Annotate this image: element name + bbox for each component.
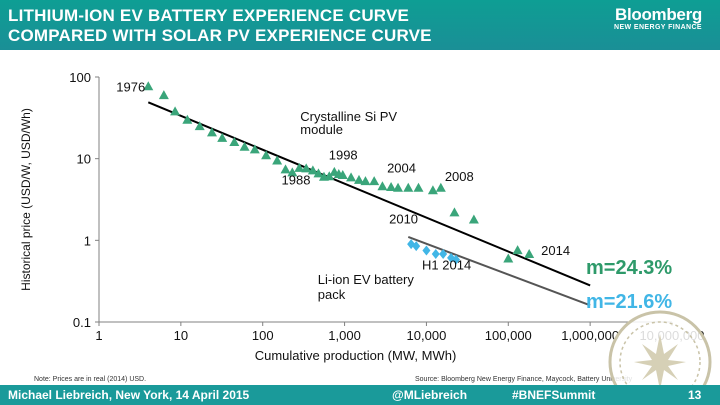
footer-page-number: 13 bbox=[688, 388, 702, 402]
fit-line bbox=[407, 236, 591, 307]
x-tick-label: 100,000 bbox=[485, 328, 532, 343]
battery-pack-point bbox=[439, 249, 448, 260]
annotation-label: 2014 bbox=[541, 243, 570, 258]
pv-module-point bbox=[353, 174, 364, 184]
pv-module-point bbox=[217, 132, 228, 142]
brand-subtitle: NEW ENERGY FINANCE bbox=[614, 24, 702, 31]
pv-module-point bbox=[272, 155, 283, 165]
pv-module-point bbox=[393, 182, 404, 192]
y-axis-label: Historical price (USD/W, USD/Wh) bbox=[19, 108, 33, 291]
watermark-seal bbox=[598, 300, 720, 405]
pv-module-point bbox=[307, 165, 318, 175]
footer-presenter: Michael Liebreich, New York, 14 April 20… bbox=[8, 388, 250, 402]
x-tick-label: 1,000,000 bbox=[561, 328, 619, 343]
pv-module-point bbox=[287, 167, 298, 177]
pv-module-point bbox=[239, 141, 250, 151]
pv-module-point bbox=[301, 163, 312, 173]
pv-module-point bbox=[143, 81, 154, 91]
data-points bbox=[143, 81, 535, 265]
title-bar: LITHIUM-ION EV BATTERY EXPERIENCE CURVE … bbox=[0, 0, 720, 50]
annotation-label: 2008 bbox=[445, 169, 474, 184]
pv-module-point bbox=[503, 253, 514, 263]
pv-module-point bbox=[294, 162, 305, 172]
pv-module-point bbox=[435, 182, 446, 192]
annotation-label: 2004 bbox=[387, 160, 416, 175]
pv-module-point bbox=[369, 176, 380, 186]
pv-module-point bbox=[249, 144, 260, 154]
pv-module-point bbox=[313, 168, 324, 178]
brand-logo: Bloomberg NEW ENERGY FINANCE bbox=[614, 6, 702, 31]
battery-pack-point bbox=[412, 241, 421, 252]
pv-module-point bbox=[427, 185, 438, 195]
battery-pack-point bbox=[452, 254, 461, 265]
pv-module-point bbox=[194, 121, 205, 131]
annotation-label: module bbox=[300, 122, 343, 137]
pv-module-point bbox=[261, 150, 272, 160]
pv-module-point bbox=[346, 172, 357, 182]
annotation-label: 1976 bbox=[116, 79, 145, 94]
pv-module-point bbox=[377, 181, 388, 191]
x-tick-label: 10 bbox=[174, 328, 188, 343]
annotation-label: H1 2014 bbox=[422, 257, 471, 272]
y-tick-label: 10 bbox=[77, 152, 91, 167]
battery-pack-point bbox=[431, 249, 440, 260]
pv-module-point bbox=[280, 164, 291, 174]
x-tick-label: 1 bbox=[95, 328, 102, 343]
title-line-1: LITHIUM-ION EV BATTERY EXPERIENCE CURVE bbox=[8, 6, 410, 25]
note-source: Source: Bloomberg New Energy Finance, Ma… bbox=[415, 376, 633, 383]
annotation-label: 1988 bbox=[282, 172, 311, 187]
pv-module-point bbox=[360, 176, 371, 186]
pv-module-point bbox=[337, 170, 348, 180]
x-axis-label: Cumulative production (MW, MWh) bbox=[255, 348, 457, 363]
pv-module-point bbox=[170, 106, 181, 116]
annotation-label: 1998 bbox=[329, 147, 358, 162]
pv-module-point bbox=[324, 171, 335, 181]
footer-handle: @MLiebreich bbox=[392, 388, 468, 402]
x-tick-label: 1,000 bbox=[328, 328, 361, 343]
pv-module-point bbox=[229, 136, 240, 146]
footer-hashtag: #BNEFSummit bbox=[512, 388, 596, 402]
title-line-2: COMPARED WITH SOLAR PV EXPERIENCE CURVE bbox=[8, 26, 432, 45]
pv-module-point bbox=[449, 207, 460, 217]
annotation-label: Li-ion EV battery bbox=[318, 272, 415, 287]
brand-name: Bloomberg bbox=[614, 5, 702, 24]
y-tick-label: 1 bbox=[84, 233, 91, 248]
annotation-label: pack bbox=[318, 287, 346, 302]
pv-module-point bbox=[512, 245, 523, 255]
pv-module-point bbox=[524, 249, 535, 259]
fit-line bbox=[147, 101, 591, 287]
pv-module-point bbox=[386, 181, 397, 191]
y-tick-label: 0.1 bbox=[73, 315, 91, 330]
x-tick-label: 100 bbox=[252, 328, 274, 343]
note-prices: Note: Prices are in real (2014) USD. bbox=[34, 376, 147, 383]
y-tick-label: 100 bbox=[69, 70, 91, 85]
pv-module-point bbox=[403, 182, 414, 192]
pv-module-point bbox=[206, 127, 217, 137]
pv-module-point bbox=[158, 90, 169, 100]
fit-lines bbox=[147, 101, 591, 307]
x-tick-label: 10,000 bbox=[407, 328, 447, 343]
annotation-label: 2010 bbox=[389, 212, 418, 227]
learning-rate-label: m=21.6% bbox=[586, 291, 672, 313]
pv-module-point bbox=[413, 182, 424, 192]
learning-rate-label: m=24.3% bbox=[586, 257, 672, 279]
battery-pack-point bbox=[422, 245, 431, 256]
pv-module-point bbox=[182, 114, 193, 124]
footer-bar: Michael Liebreich, New York, 14 April 20… bbox=[0, 385, 720, 405]
pv-module-point bbox=[468, 214, 479, 224]
annotation-label: Crystalline Si PV bbox=[300, 109, 397, 124]
